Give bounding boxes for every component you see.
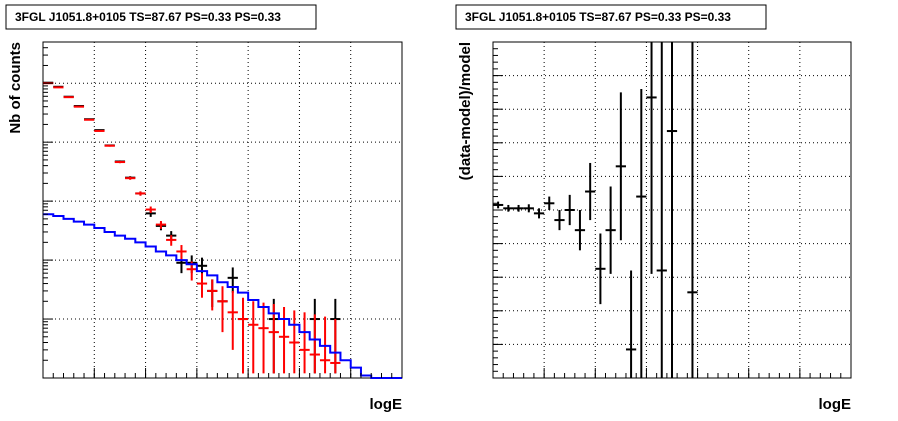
data-point [585, 162, 596, 221]
residual-axes [492, 41, 852, 379]
data-point [523, 204, 534, 213]
data-point [73, 105, 85, 108]
residual-panel: 3FGL J1051.8+0105 TS=87.67 PS=0.33 PS=0.… [455, 4, 852, 413]
data-point [666, 42, 678, 378]
data-point [237, 297, 249, 374]
counts-panel: 3FGL J1051.8+0105 TS=87.67 PS=0.33 PS=0.… [5, 4, 403, 413]
residual-y-axis-title: (data-model)/model [457, 42, 474, 180]
residual-x-axis-title: logE [819, 396, 852, 413]
data-point [135, 191, 146, 196]
counts-marks [43, 81, 402, 379]
data-point [145, 206, 156, 213]
data-point [656, 42, 667, 378]
data-point [227, 267, 238, 293]
data-point [533, 208, 545, 219]
data-point [625, 270, 637, 378]
data-point [309, 314, 320, 374]
data-point [595, 233, 606, 305]
data-point [615, 92, 626, 241]
data-point [564, 194, 575, 226]
data-point [166, 235, 177, 246]
counts-grid [43, 42, 402, 378]
data-point [687, 42, 698, 378]
data-point [104, 144, 115, 147]
data-point [258, 302, 269, 374]
data-point [155, 221, 167, 229]
data-point [207, 279, 218, 311]
data-point [503, 204, 514, 212]
data-point [544, 196, 555, 210]
data-point [227, 290, 238, 350]
counts-x-axis-title: logE [370, 396, 403, 413]
counts-y-axis-title: Nb of counts [7, 42, 24, 134]
residual-chart-title: 3FGL J1051.8+0105 TS=87.67 PS=0.33 PS=0.… [465, 10, 731, 24]
data-point [125, 176, 136, 180]
data-point [299, 312, 310, 374]
residual-marks [493, 42, 698, 378]
data-point [289, 310, 300, 374]
counts-axes [42, 41, 403, 379]
data-point [176, 245, 187, 261]
counts-chart-title: 3FGL J1051.8+0105 TS=87.67 PS=0.33 PS=0.… [15, 10, 281, 24]
data-point [493, 201, 504, 209]
data-point [605, 186, 616, 274]
data-point [574, 210, 586, 251]
data-point [268, 303, 279, 374]
residual-grid [493, 42, 851, 378]
data-point [554, 210, 565, 231]
data-point [636, 89, 647, 378]
data-point [114, 160, 126, 164]
model-step-line [43, 213, 402, 379]
data-point [248, 301, 259, 374]
data-point [53, 86, 64, 89]
counts-title-box [5, 4, 317, 30]
data-point [84, 118, 95, 121]
data-point [196, 273, 208, 298]
data-point [330, 319, 341, 374]
data-point [646, 42, 657, 274]
data-point [63, 96, 74, 99]
data-point [513, 204, 524, 212]
data-point [94, 129, 105, 132]
residual-title-box [455, 4, 767, 30]
data-point [217, 286, 228, 333]
